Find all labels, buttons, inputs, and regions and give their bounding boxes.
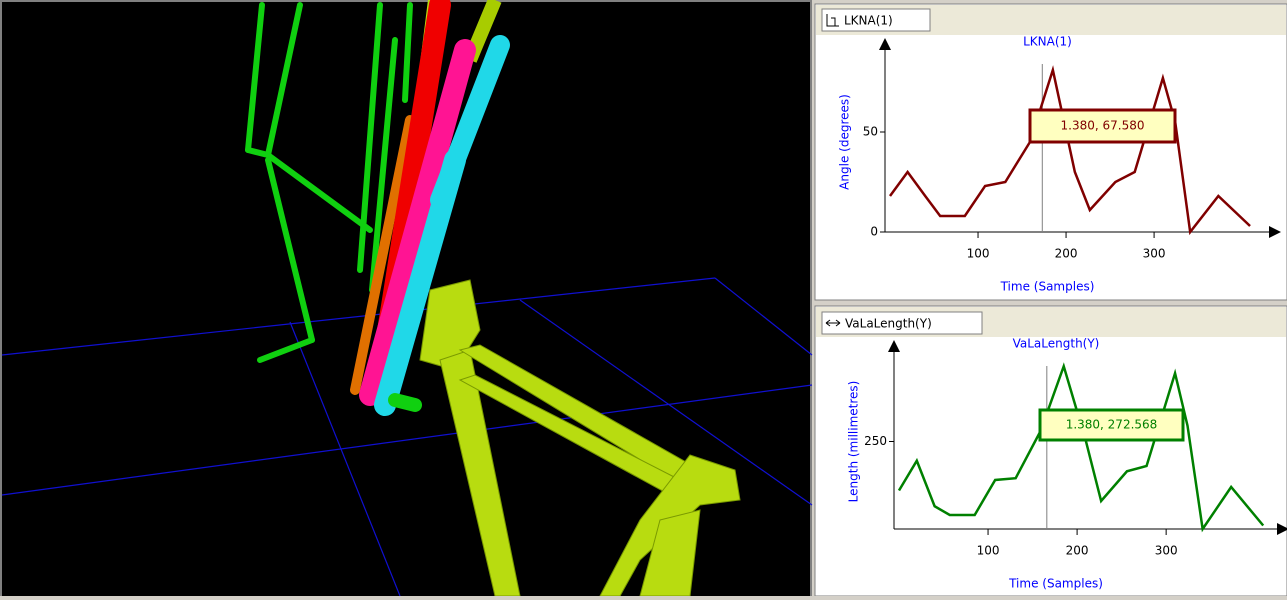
x-axis-label: Time (Samples) bbox=[1000, 280, 1095, 294]
chart-title: VaLaLength(Y) bbox=[1013, 337, 1100, 351]
y-tick-label: 0 bbox=[870, 225, 878, 239]
y-tick-label: 250 bbox=[864, 434, 887, 448]
x-tick-label: 300 bbox=[1155, 544, 1178, 558]
y-axis-label: Angle (degrees) bbox=[838, 94, 852, 190]
y-axis-label: Length (millimetres) bbox=[847, 381, 861, 503]
x-tick-label: 100 bbox=[967, 247, 990, 261]
x-tick-label: 100 bbox=[977, 544, 1000, 558]
panel-title: LKNA(1) bbox=[844, 14, 893, 28]
app-window: LKNA(1) VaLaLength(Y) LKNA(1) Time (Sampl… bbox=[0, 0, 1287, 596]
x-tick-label: 300 bbox=[1143, 247, 1166, 261]
x-tick-label: 200 bbox=[1066, 544, 1089, 558]
tooltip-text: 1.380, 272.568 bbox=[1066, 418, 1158, 432]
panel-title: VaLaLength(Y) bbox=[845, 317, 932, 331]
page: LKNA(1) VaLaLength(Y) LKNA(1) Time (Sampl… bbox=[0, 0, 1287, 600]
x-axis-label: Time (Samples) bbox=[1008, 577, 1103, 591]
y-tick-label: 50 bbox=[863, 125, 878, 139]
chart-title: LKNA(1) bbox=[1023, 35, 1072, 49]
tooltip-text: 1.380, 67.580 bbox=[1061, 119, 1145, 133]
x-tick-label: 200 bbox=[1055, 247, 1078, 261]
